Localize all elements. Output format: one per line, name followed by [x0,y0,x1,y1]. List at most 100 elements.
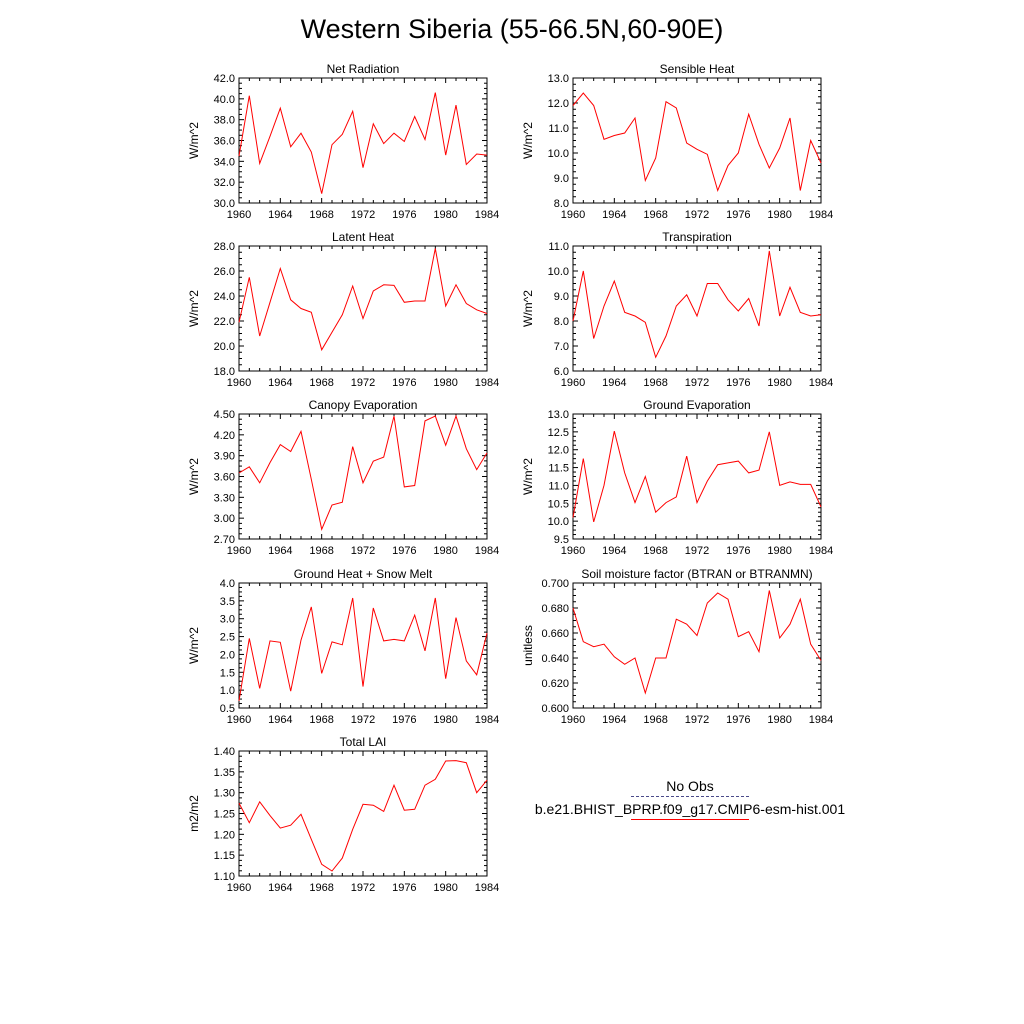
x-tick-label: 1976 [392,209,416,221]
x-tick-label: 1972 [351,209,375,221]
x-tick-label: 1976 [392,714,416,726]
panel-title: Transpiration [662,230,732,244]
panel-5: Ground Evaporation 1960 1964 1968 1972 1976 19… [521,398,833,557]
panel-title: Ground Heat + Snow Melt [294,567,433,581]
x-tick-label: 1976 [392,882,416,894]
y-tick-label: 9.0 [554,291,569,303]
y-tick-label: 28.0 [214,241,235,253]
panel-1: Sensible Heat 1960 1964 1968 1972 1976 1980 198… [521,62,833,221]
y-tick-label: 40.0 [214,94,235,106]
y-tick-label: 9.0 [554,173,569,185]
y-tick-label: 12.5 [548,427,569,439]
y-axis-label: m2/m2 [187,795,201,832]
panel-2: Latent Heat 1960 1964 1968 1972 1976 1980 1984 1… [187,230,499,389]
panel-title: Latent Heat [332,230,395,244]
x-tick-label: 1980 [433,209,457,221]
x-tick-label: 1976 [726,377,750,389]
y-axis-label: W/m^2 [187,627,201,664]
x-tick-label: 1976 [726,545,750,557]
legend-model-label: b.e21.BHIST_BPRP.f09_g17.CMIP6-esm-hist.… [534,801,846,817]
plot-frame [572,77,822,204]
panel-3: Transpiration 1960 1964 1968 1972 1976 1980 198… [521,230,833,389]
y-tick-label: 20.0 [214,341,235,353]
y-tick-label: 1.0 [220,685,235,697]
y-tick-label: 22.0 [214,316,235,328]
x-tick-label: 1984 [809,545,833,557]
x-tick-label: 1964 [602,545,626,557]
plot-frame [572,245,822,372]
x-tick-label: 1984 [475,714,499,726]
legend-obs-label: No Obs [666,778,714,794]
plot-frame [572,582,822,709]
x-tick-label: 1972 [351,545,375,557]
x-tick-label: 1972 [351,377,375,389]
y-tick-label: 11.5 [548,463,569,475]
y-tick-label: 4.0 [220,578,235,590]
panel-6: Ground Heat + Snow Melt 1960 1964 1968 1972 1… [187,567,499,726]
series-line-0 [238,92,488,194]
series-line-0 [572,430,822,523]
x-tick-label: 1980 [433,545,457,557]
x-tick-label: 1980 [433,377,457,389]
y-tick-label: 1.5 [220,667,235,679]
x-tick-label: 1980 [433,714,457,726]
x-tick-label: 1984 [475,545,499,557]
x-tick-label: 1960 [227,209,251,221]
x-tick-label: 1968 [309,209,333,221]
x-tick-label: 1980 [767,545,791,557]
x-tick-label: 1964 [602,377,626,389]
x-tick-label: 1972 [351,714,375,726]
y-tick-label: 2.70 [214,534,235,546]
x-tick-label: 1972 [685,377,709,389]
x-tick-label: 1984 [475,882,499,894]
y-axis-label: W/m^2 [521,122,535,159]
x-tick-label: 1980 [433,882,457,894]
y-axis-label: W/m^2 [187,290,201,327]
panel-title: Soil moisture factor (BTRAN or BTRANMN) [581,567,812,581]
y-tick-label: 4.20 [214,430,235,442]
x-tick-label: 1968 [643,377,667,389]
y-axis-label: W/m^2 [521,458,535,495]
y-tick-label: 10.0 [548,148,569,160]
x-tick-label: 1980 [767,209,791,221]
x-tick-label: 1984 [809,209,833,221]
x-tick-label: 1960 [227,377,251,389]
x-tick-label: 1976 [392,545,416,557]
series-line-0 [572,250,822,359]
y-tick-label: 0.620 [541,678,569,690]
plot-frame [238,750,488,877]
y-tick-label: 3.5 [220,596,235,608]
x-tick-label: 1968 [309,714,333,726]
plot-frame [238,77,488,204]
y-tick-label: 0.640 [541,653,569,665]
x-tick-label: 1968 [643,209,667,221]
y-tick-label: 10.5 [548,498,569,510]
series-line-0 [238,248,488,352]
x-tick-label: 1964 [268,209,292,221]
panel-4: Canopy Evaporation 1960 1964 1968 1972 1976 19… [187,398,499,557]
y-axis-label: W/m^2 [521,290,535,327]
x-tick-label: 1976 [726,209,750,221]
x-tick-label: 1968 [309,545,333,557]
y-tick-label: 9.5 [554,534,569,546]
x-tick-label: 1960 [227,882,251,894]
x-tick-label: 1960 [227,714,251,726]
series-line-0 [238,414,488,531]
y-tick-label: 42.0 [214,73,235,85]
y-axis-label: unitless [521,625,535,666]
y-axis-label: W/m^2 [187,122,201,159]
x-tick-label: 1968 [309,377,333,389]
y-tick-label: 6.0 [554,366,569,378]
y-tick-label: 7.0 [554,341,569,353]
y-tick-label: 30.0 [214,198,235,210]
y-tick-label: 38.0 [214,115,235,127]
legend-obs-line [631,796,749,797]
y-tick-label: 1.40 [214,746,235,758]
x-tick-label: 1960 [561,209,585,221]
y-tick-label: 11.0 [548,123,569,135]
y-tick-label: 26.0 [214,266,235,278]
x-tick-label: 1980 [767,714,791,726]
legend-model-line [631,819,749,820]
series-line-0 [572,590,822,695]
